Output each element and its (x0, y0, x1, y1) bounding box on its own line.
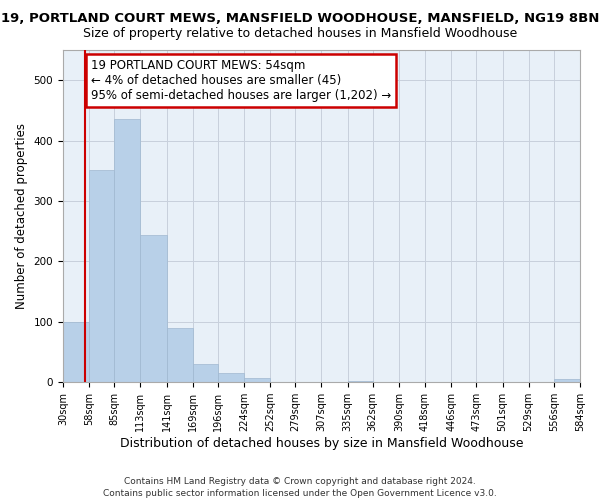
Bar (347, 381, 373, 382)
Bar (218, 373, 244, 382)
Bar (140, 236, 167, 382)
Bar (89, 170, 114, 382)
Bar (193, 364, 218, 382)
X-axis label: Distribution of detached houses by size in Mansfield Woodhouse: Distribution of detached houses by size … (120, 437, 523, 450)
Y-axis label: Number of detached properties: Number of detached properties (15, 123, 28, 309)
Text: 19 PORTLAND COURT MEWS: 54sqm
← 4% of detached houses are smaller (45)
95% of se: 19 PORTLAND COURT MEWS: 54sqm ← 4% of de… (91, 59, 391, 102)
Bar (554, 379, 580, 382)
Bar (114, 120, 140, 382)
Bar (63, 322, 89, 382)
Bar (244, 378, 270, 382)
Text: Contains HM Land Registry data © Crown copyright and database right 2024.
Contai: Contains HM Land Registry data © Crown c… (103, 476, 497, 498)
Text: 19, PORTLAND COURT MEWS, MANSFIELD WOODHOUSE, MANSFIELD, NG19 8BN: 19, PORTLAND COURT MEWS, MANSFIELD WOODH… (1, 12, 599, 26)
Text: Size of property relative to detached houses in Mansfield Woodhouse: Size of property relative to detached ho… (83, 28, 517, 40)
Bar (167, 328, 193, 382)
